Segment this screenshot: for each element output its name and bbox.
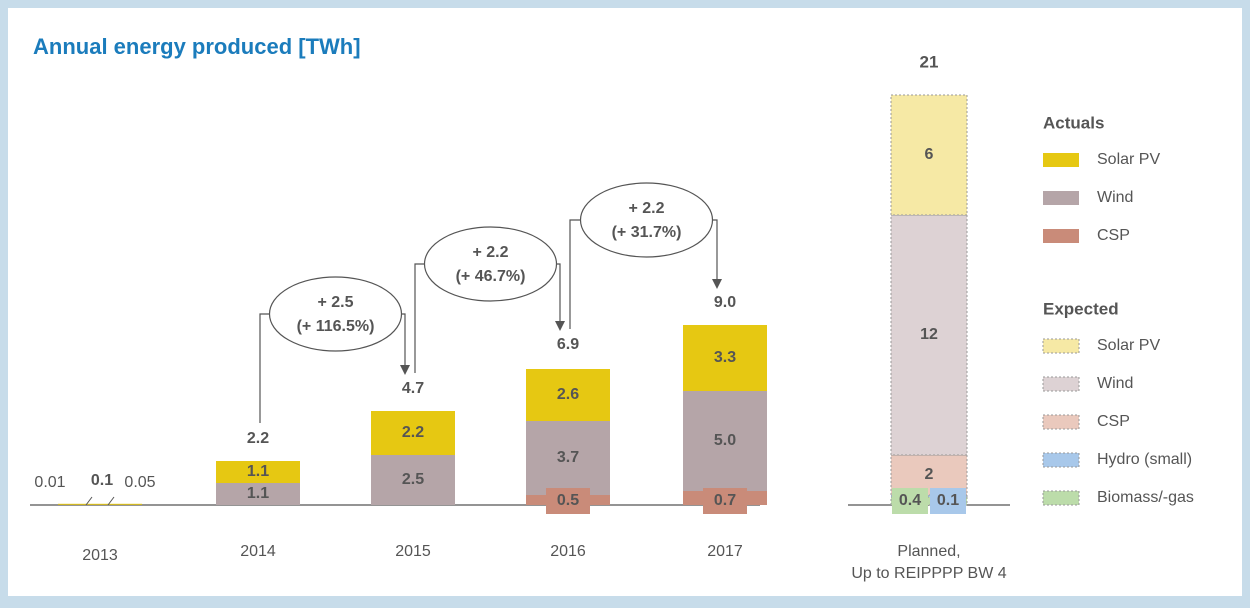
total-label: 6.9	[557, 336, 579, 353]
legend-label: CSP	[1097, 227, 1130, 244]
bar-segment	[216, 461, 300, 483]
bar-segment	[526, 369, 610, 421]
value-label: 0.5	[557, 492, 579, 509]
bar-segment	[216, 483, 300, 505]
value-label: 2	[925, 466, 934, 483]
legend-swatch	[1042, 338, 1080, 354]
total-label: 9.0	[714, 294, 736, 311]
legend-label: Solar PV	[1097, 151, 1160, 168]
value-label: 12	[920, 326, 938, 343]
panel	[8, 8, 1242, 596]
value-label: 1.1	[247, 485, 269, 502]
label-box	[892, 488, 928, 514]
legend-swatch	[1042, 376, 1080, 392]
legend-title: Expected	[1043, 299, 1119, 318]
bar-segment	[683, 391, 767, 491]
value-label: 0.1	[937, 492, 959, 509]
value-label: 6	[925, 146, 934, 163]
total-label: 0.1	[91, 472, 113, 489]
annotation-text: (+ 116.5%)	[297, 318, 375, 335]
bar-segment	[890, 214, 968, 456]
legend-label: CSP	[1097, 413, 1130, 430]
bar-segment	[683, 325, 767, 391]
legend-label: Hydro (small)	[1097, 451, 1192, 468]
bar-segment	[58, 503, 142, 505]
arrowhead	[555, 321, 565, 331]
x-tick-label: 2013	[82, 547, 118, 564]
legend-swatch	[1043, 191, 1079, 205]
x-tick-label: 2015	[395, 543, 431, 560]
x-tick-label: 2017	[707, 543, 743, 560]
total-label: 21	[920, 52, 939, 71]
value-label: 2.5	[402, 471, 424, 488]
annotation-text: + 2.2	[472, 244, 508, 261]
value-label: 0.01	[34, 474, 65, 491]
legend-swatch	[1042, 490, 1080, 506]
annotation-bubble	[579, 182, 714, 258]
legend-swatch	[1043, 153, 1079, 167]
legend-label: Biomass/-gas	[1097, 489, 1194, 506]
x-tick-label: 2014	[240, 543, 276, 560]
bar-segment	[526, 421, 610, 495]
label-box	[703, 488, 747, 514]
value-label: 2.6	[557, 386, 579, 403]
bar-segment	[890, 94, 968, 216]
legend-swatch	[1043, 229, 1079, 243]
value-label: 1.1	[247, 463, 269, 480]
annotation-text: + 2.5	[317, 294, 353, 311]
annotation-bubble	[423, 226, 558, 302]
chart-title: Annual energy produced [TWh]	[33, 34, 361, 59]
x-tick-label: 2016	[550, 543, 586, 560]
annotation-bubble	[268, 276, 403, 352]
annotation-text: + 2.2	[628, 200, 664, 217]
annotation-text: (+ 31.7%)	[612, 224, 682, 241]
legend-swatch	[1042, 414, 1080, 430]
legend-label: Wind	[1097, 375, 1133, 392]
arrowhead	[712, 279, 722, 289]
arrowhead	[400, 365, 410, 375]
x-tick-label: Planned, Up to REIPPPP BW 4	[851, 543, 1007, 582]
value-label: 5.0	[714, 432, 736, 449]
value-label: 0.4	[899, 492, 921, 509]
value-label: 0.7	[714, 492, 736, 509]
bar-segment	[371, 455, 455, 505]
value-label: 3.7	[557, 449, 579, 466]
label-box	[930, 488, 966, 514]
legend-swatch	[1042, 452, 1080, 468]
legend-title: Actuals	[1043, 113, 1104, 132]
label-box	[546, 488, 590, 514]
tick	[85, 496, 93, 506]
value-label: 2.2	[402, 424, 424, 441]
bar-segment	[371, 411, 455, 455]
total-label: 4.7	[402, 380, 424, 397]
value-label: 0.05	[124, 474, 155, 491]
tick	[107, 496, 115, 506]
legend-label: Solar PV	[1097, 337, 1160, 354]
annotation-text: (+ 46.7%)	[456, 268, 526, 285]
total-label: 2.2	[247, 430, 269, 447]
value-label: 3.3	[714, 349, 736, 366]
legend-label: Wind	[1097, 189, 1133, 206]
